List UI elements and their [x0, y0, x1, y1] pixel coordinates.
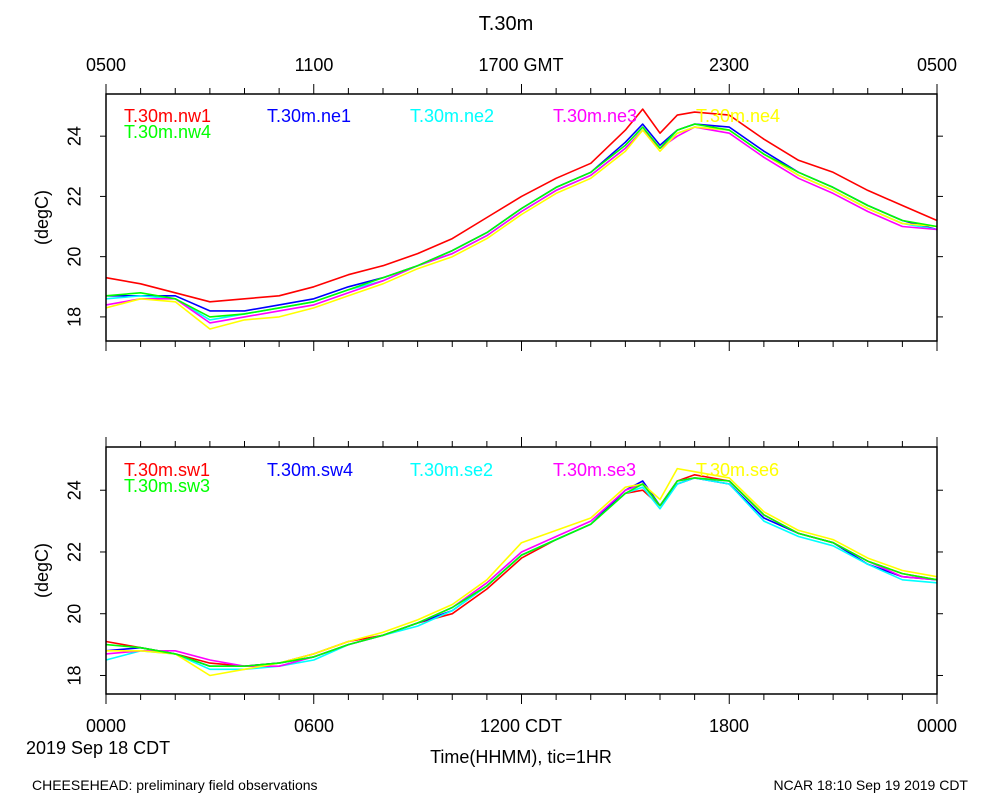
- bottom-panel: 18 20 22 24 (degC) T.30m.sw1 T.30m.sw4 T.30m.se…: [32, 437, 943, 704]
- y-tick-label: 24: [65, 126, 85, 146]
- bottom-axis-tick-label: 0600: [294, 716, 334, 736]
- y-tick-label: 22: [65, 542, 85, 562]
- series-line-T.30m.se3: [105, 477, 938, 668]
- x-axis-label: Time(HHMM), tic=1HR: [430, 747, 612, 767]
- legend-label: T.30m.ne3: [553, 106, 637, 126]
- y-tick-label: 20: [65, 247, 85, 267]
- series-line-T.30m.ne3: [105, 126, 938, 324]
- footer-right: NCAR 18:10 Sep 19 2019 CDT: [773, 777, 968, 793]
- top-panel: 18 20 22 24 (degC) T.30m.nw1 T.30m.ne1 T.30m.ne…: [32, 84, 943, 351]
- series-line-T.30m.se6: [106, 467, 938, 677]
- y-axis-label: (degC): [32, 190, 52, 245]
- legend-label: T.30m.se2: [410, 460, 493, 480]
- top-axis-tick-label: 0500: [917, 55, 957, 75]
- series-line-T.30m.ne1: [106, 123, 938, 312]
- y-tick-label: 22: [65, 186, 85, 206]
- legend-label: T.30m.sw1: [124, 460, 210, 480]
- legend-label: T.30m.sw3: [124, 476, 210, 496]
- bottom-axis-tick-label: 1800: [709, 716, 749, 736]
- bottom-axis-tick-label: 1200 CDT: [480, 716, 562, 736]
- series-line-T.30m.sw3: [105, 477, 938, 668]
- legend-label: T.30m.ne2: [410, 106, 494, 126]
- series-line-T.30m.nw4: [105, 123, 938, 318]
- series-line-T.30m.sw4: [105, 477, 938, 668]
- series-line-T.30m.sw1: [105, 473, 938, 668]
- legend-label: T.30m.ne1: [267, 106, 351, 126]
- top-axis-tick-label: 0500: [86, 55, 126, 75]
- legend-label: T.30m.se3: [553, 460, 636, 480]
- top-axis-tick-label: 2300: [709, 55, 749, 75]
- series-line-T.30m.ne4: [105, 126, 938, 330]
- legend-label: T.30m.ne4: [696, 106, 780, 126]
- series-line-T.30m.se2: [105, 477, 938, 671]
- bottom-axis-tick-label: 0000: [86, 716, 126, 736]
- legend-label: T.30m.nw1: [124, 106, 211, 126]
- plot-frame: [105, 446, 938, 695]
- plot-frame: [105, 93, 938, 342]
- date-label: 2019 Sep 18 CDT: [26, 738, 170, 758]
- legend-label: T.30m.sw4: [267, 460, 353, 480]
- y-tick-label: 18: [65, 665, 85, 685]
- y-tick-label: 18: [65, 307, 85, 327]
- series-line-T.30m.ne2: [105, 126, 938, 321]
- top-axis-tick-label: 1100: [295, 55, 334, 75]
- y-tick-label: 20: [65, 604, 85, 624]
- series-line-T.30m.nw1: [105, 108, 938, 303]
- legend-label: T.30m.se6: [696, 460, 779, 480]
- footer-left: CHEESEHEAD: preliminary field observatio…: [32, 777, 318, 793]
- bottom-axis-tick-label: 0000: [917, 716, 957, 736]
- y-axis-label: (degC): [32, 543, 52, 598]
- legend-label: T.30m.nw4: [124, 122, 211, 142]
- chart-title: T.30m: [479, 13, 533, 35]
- y-tick-label: 24: [65, 480, 85, 500]
- top-axis-tick-label: 1700 GMT: [478, 55, 563, 75]
